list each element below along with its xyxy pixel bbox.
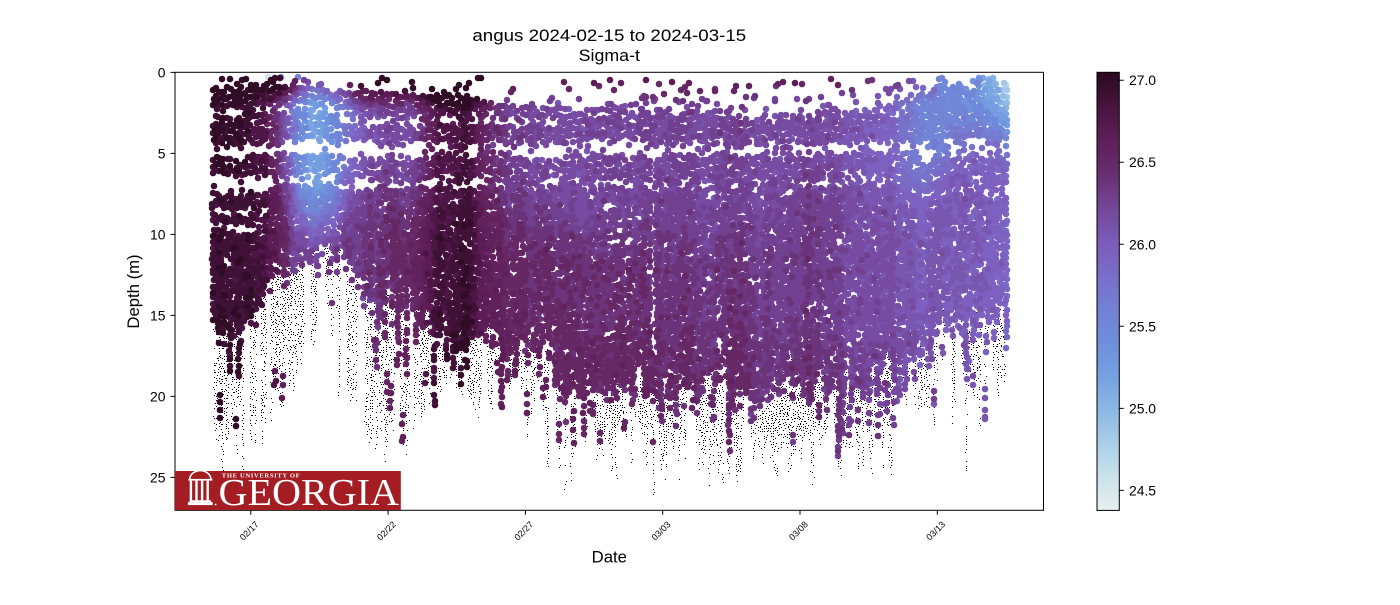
svg-text:0: 0 [158, 64, 166, 80]
svg-text:27.0: 27.0 [1129, 72, 1156, 88]
svg-text:25: 25 [150, 469, 166, 485]
svg-text:15: 15 [150, 307, 166, 323]
svg-text:GEORGIA: GEORGIA [219, 472, 400, 514]
svg-text:26.5: 26.5 [1129, 154, 1156, 170]
svg-text:5: 5 [158, 145, 166, 161]
svg-text:25.5: 25.5 [1129, 318, 1156, 334]
svg-text:Sigma-t: Sigma-t [579, 46, 641, 65]
svg-text:25.0: 25.0 [1129, 400, 1156, 416]
svg-text:26.0: 26.0 [1129, 236, 1156, 252]
svg-text:THE UNIVERSITY OF: THE UNIVERSITY OF [222, 473, 300, 480]
svg-text:Date: Date [592, 548, 627, 567]
svg-text:24.5: 24.5 [1129, 482, 1156, 498]
svg-text:angus 2024-02-15 to 2024-03-15: angus 2024-02-15 to 2024-03-15 [472, 26, 746, 45]
svg-text:Depth (m): Depth (m) [124, 254, 143, 328]
svg-text:20: 20 [150, 388, 166, 404]
svg-text:10: 10 [150, 226, 166, 242]
